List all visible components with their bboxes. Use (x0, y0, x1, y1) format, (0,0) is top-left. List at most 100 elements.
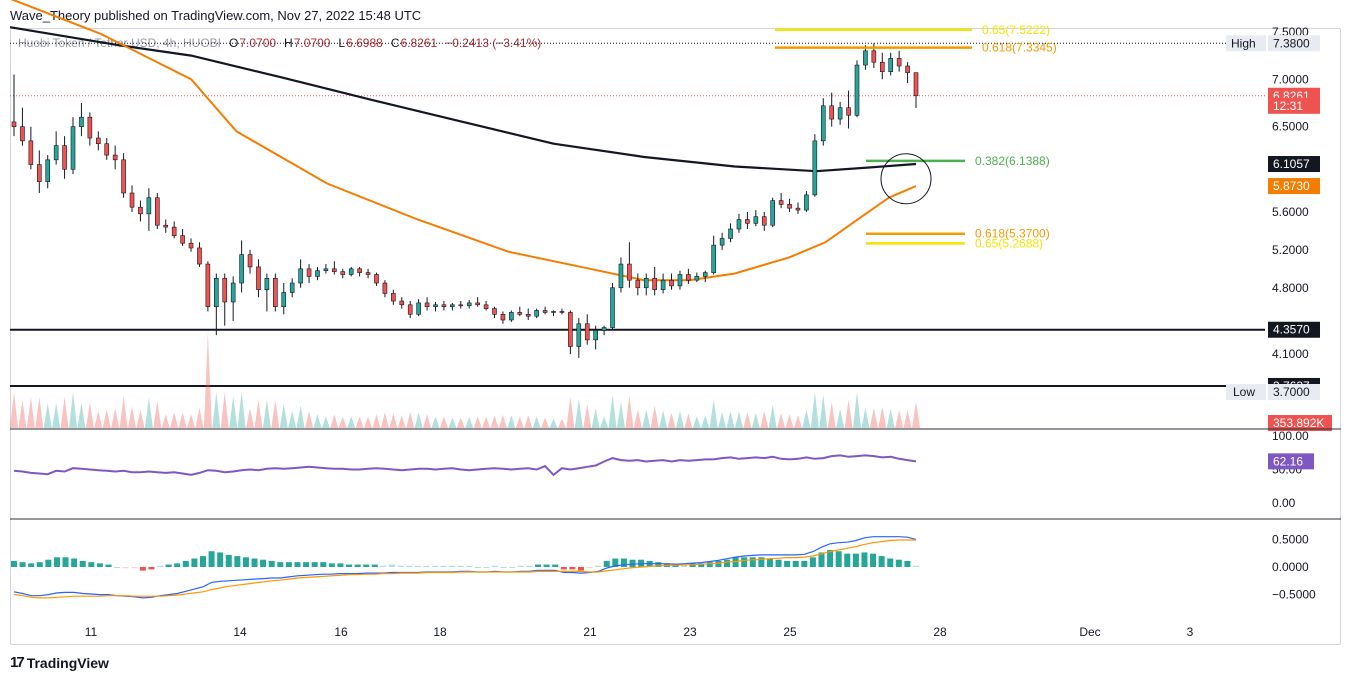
candle-body-down (247, 254, 253, 268)
candle (247, 249, 253, 274)
macd-histogram-bar (397, 565, 404, 567)
macd-histogram-bar (870, 553, 877, 567)
candle-body-down (829, 105, 835, 120)
candle-body-up (551, 311, 556, 313)
macd-histogram-bar (260, 559, 267, 567)
candle-body-down (28, 140, 34, 165)
candle (256, 259, 261, 298)
candle (795, 202, 801, 214)
candle (306, 264, 312, 284)
candle-body-down (669, 279, 674, 287)
macd-histogram-bar (904, 560, 911, 567)
low-label-text: Low (1233, 385, 1255, 399)
volume-bar (650, 405, 659, 428)
candle (28, 126, 34, 170)
macd-histogram-bar (303, 562, 310, 567)
time-tick-label: 11 (85, 625, 98, 639)
macd-histogram-bar (852, 553, 859, 567)
candle-body-down (121, 159, 126, 194)
volume-bar (751, 412, 760, 428)
candle (129, 185, 135, 212)
legend-h-label: H (284, 36, 293, 50)
candle-body-up (281, 292, 287, 308)
candle (627, 242, 632, 288)
volume-bar (473, 416, 482, 428)
candle (391, 289, 396, 305)
macd-histogram-bar (268, 560, 275, 567)
volume-bar (760, 411, 769, 428)
volume-bar (136, 409, 145, 428)
chart-frame (10, 28, 1341, 645)
candle (610, 283, 615, 330)
candle-body-up (677, 274, 683, 287)
macd-histogram-bar (792, 560, 799, 567)
macd-histogram-bar (844, 553, 851, 567)
candle (87, 112, 93, 146)
volume-bar (566, 396, 575, 428)
candle-body-down (332, 268, 337, 272)
macd-tick-label: 0.0000 (1272, 560, 1309, 574)
volume-pane: 353.892K (10, 333, 1332, 431)
macd-histogram-bar (766, 558, 773, 567)
macd-histogram-bar (165, 564, 172, 567)
macd-histogram-bar (887, 558, 894, 567)
volume-bar (254, 400, 263, 428)
candle (180, 229, 185, 247)
low-label: Low (1226, 384, 1266, 400)
volume-bar (844, 400, 853, 428)
high-label-text: High (1231, 36, 1256, 50)
candle (888, 52, 894, 76)
macd-histogram-bar (861, 552, 868, 567)
candle-body-up (264, 277, 270, 290)
volume-bar (423, 414, 432, 428)
rsi-tick-label: 0.00 (1272, 496, 1296, 510)
legend-l-label: L (338, 36, 345, 50)
candle (230, 276, 236, 321)
price-tick-label: 6.5000 (1272, 120, 1309, 134)
candle-body-up (79, 116, 84, 127)
macd-pane: 0.5000 0.0000 −0.5000 (11, 532, 1316, 602)
candle (879, 52, 885, 80)
candle (643, 273, 649, 296)
candle (424, 297, 430, 311)
volume-bar (886, 408, 895, 428)
time-axis: 11 14 16 18 21 23 25 28 Dec 3 (85, 625, 1194, 639)
volume-bar (195, 407, 204, 428)
volume-bar (625, 395, 634, 428)
candle (298, 259, 303, 288)
volume-bar (633, 409, 642, 428)
macd-histogram-bar (492, 565, 499, 567)
candle-body-down (686, 274, 691, 281)
candle (829, 92, 835, 127)
macd-histogram-bar (191, 558, 198, 567)
candle-body-down (795, 207, 801, 211)
candle (281, 283, 287, 315)
volume-bar (768, 404, 777, 428)
candle (36, 150, 42, 193)
legend: Huobi Token / Tether USD, 4h, HUOBI O7.07… (18, 36, 541, 50)
candle (95, 131, 101, 151)
legend-h-value: 7.0700 (294, 36, 331, 50)
macd-histogram-bar (371, 564, 378, 567)
rsi-value-tag: 62.16 (1268, 453, 1314, 470)
macd-histogram-bar (741, 557, 748, 567)
candle-body-down (222, 277, 228, 303)
macd-histogram-bar (552, 564, 559, 567)
volume-bar (895, 409, 904, 428)
tradingview-logo[interactable]: 17 TradingView (10, 654, 109, 671)
volume-bar (321, 416, 330, 428)
candle-body-down (365, 272, 371, 275)
candle (197, 242, 202, 267)
volume-bar (237, 392, 246, 428)
candle (905, 62, 910, 84)
candle (761, 211, 767, 231)
macd-histogram-bar (62, 557, 69, 567)
candle-body-up (694, 276, 700, 281)
volume-bar (515, 416, 524, 428)
volume-bar (288, 411, 297, 428)
macd-histogram-bar (483, 567, 490, 568)
candle-body-down (374, 274, 379, 284)
volume-bar (43, 402, 52, 428)
volume-bar (271, 400, 280, 428)
